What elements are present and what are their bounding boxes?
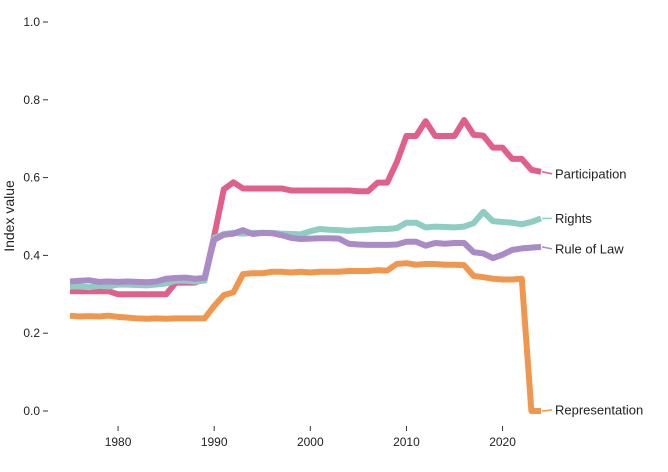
x-tick-label: 2010	[393, 435, 420, 449]
y-tick-label: 0.8	[23, 93, 40, 107]
series-label-rule-of-law: Rule of Law	[555, 241, 624, 256]
y-tick-label: 0.0	[23, 404, 40, 418]
y-tick-label: 0.4	[23, 248, 40, 262]
series-labels: Participation Rights Rule of Law Representa…	[541, 166, 643, 418]
x-tick-label: 2000	[297, 435, 324, 449]
y-axis-title: Index value	[1, 180, 17, 252]
x-axis: 1980 1990 2000 2010 2020	[105, 426, 516, 449]
label-connector	[541, 246, 553, 250]
x-tick-label: 1980	[105, 435, 132, 449]
series-label-participation: Participation	[555, 166, 627, 181]
series-line-rights	[70, 208, 543, 291]
series-line-representation	[69, 260, 541, 414]
y-tick-label: 1.0	[23, 15, 40, 29]
y-tick-label: 0.2	[23, 326, 40, 340]
series-label-rights: Rights	[555, 211, 592, 226]
series-lines	[69, 117, 543, 414]
series-line-rule-of-law	[69, 227, 542, 286]
series-label-representation: Representation	[555, 403, 643, 418]
x-tick-label: 2020	[489, 435, 516, 449]
y-tick-label: 0.6	[23, 171, 40, 185]
y-axis: 0.0 0.2 0.4 0.6 0.8 1.0	[23, 15, 48, 418]
label-connector	[541, 409, 553, 412]
label-connector	[541, 171, 553, 175]
series-line-participation	[70, 117, 542, 298]
x-tick-label: 1990	[201, 435, 228, 449]
